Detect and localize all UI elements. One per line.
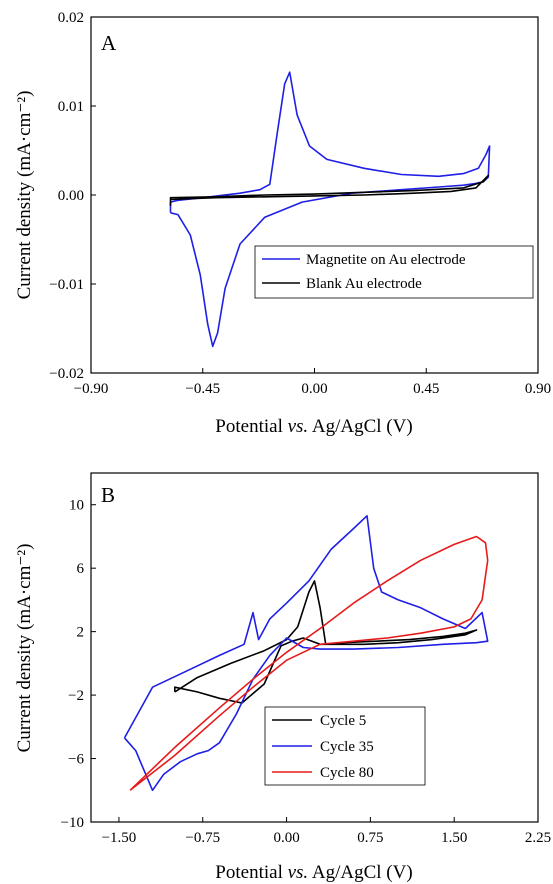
x-axis-label-b: Potential vs. Ag/AgCl (V): [215, 862, 412, 883]
y-tick-label-a: −0.01: [49, 277, 84, 293]
x-tick-label-b: −1.50: [102, 830, 137, 846]
series-line-a-2: [169, 174, 490, 206]
y-tick-label-b: 10: [69, 498, 84, 514]
y-axis-label-a: Current density (mA·cm⁻²): [14, 91, 35, 300]
y-tick-label-b: 2: [77, 625, 85, 641]
x-tick-label-b: 2.25: [525, 830, 551, 846]
x-tick-label-a: −0.45: [185, 381, 220, 397]
legend-label-cycle35: Cycle 35: [320, 739, 374, 755]
series-line-b-3: [129, 535, 489, 791]
series-group-a: [169, 71, 491, 348]
y-tick-label-a: 0.00: [58, 188, 84, 204]
y-tick-label-a: 0.01: [58, 99, 84, 115]
legend-a: Magnetite on Au electrode Blank Au elect…: [254, 245, 534, 299]
y-axis-label-b: Current density (mA·cm⁻²): [14, 544, 35, 753]
x-tick-label-a: −0.90: [74, 381, 109, 397]
y-tick-label-b: −10: [61, 815, 84, 831]
panel-a: A −0.90 −0.45 0.00 0.45 0.90 −0.02 −0.01 0.00 0.…: [14, 10, 551, 437]
series-line-a-1: [169, 71, 491, 348]
series-group-b: [123, 515, 489, 792]
y-tick-label-b: −2: [68, 688, 84, 704]
legend-label-magnetite: Magnetite on Au electrode: [306, 252, 466, 268]
y-tick-label-a: 0.02: [58, 10, 84, 26]
axis-ticks-b: −1.50 −0.75 0.00 0.75 1.50 2.25 −10 −6 −2 2 6 10: [61, 498, 552, 846]
plot-frame-a: [90, 16, 539, 374]
x-axis-label-a: Potential vs. Ag/AgCl (V): [215, 416, 412, 437]
x-tick-label-a: 0.90: [525, 381, 551, 397]
panel-b: B −1.50 −0.75 0.00 0.75 1.50 2.25−10−6−22610 …: [14, 472, 552, 883]
y-tick-label-b: −6: [68, 752, 84, 768]
y-tick-label-b: 6: [77, 561, 85, 577]
legend-label-cycle80: Cycle 80: [320, 765, 374, 781]
y-tick-label-a: −0.02: [49, 366, 84, 382]
legend-box-a: [254, 245, 534, 299]
series-line-b-2: [123, 515, 489, 792]
axis-ticks-a: −0.90 −0.45 0.00 0.45 0.90 −0.02 −0.01 0.00 0.01…: [49, 10, 551, 397]
x-tick-label-a: 0.00: [301, 381, 327, 397]
panel-letter-a: A: [101, 31, 117, 55]
x-tick-label-b: 0.00: [273, 830, 299, 846]
x-tick-label-b: 0.75: [357, 830, 383, 846]
x-tick-label-b: −0.75: [185, 830, 220, 846]
panel-letter-b: B: [101, 483, 115, 507]
legend-label-blank: Blank Au electrode: [306, 276, 422, 292]
legend-label-cycle5: Cycle 5: [320, 713, 366, 729]
legend-b: Cycle 5 Cycle 35 Cycle 80: [264, 706, 426, 786]
x-tick-label-b: 1.50: [441, 830, 467, 846]
plot-frame-b: [90, 472, 539, 823]
series-line-b-1: [174, 580, 478, 704]
x-tick-label-a: 0.45: [413, 381, 439, 397]
